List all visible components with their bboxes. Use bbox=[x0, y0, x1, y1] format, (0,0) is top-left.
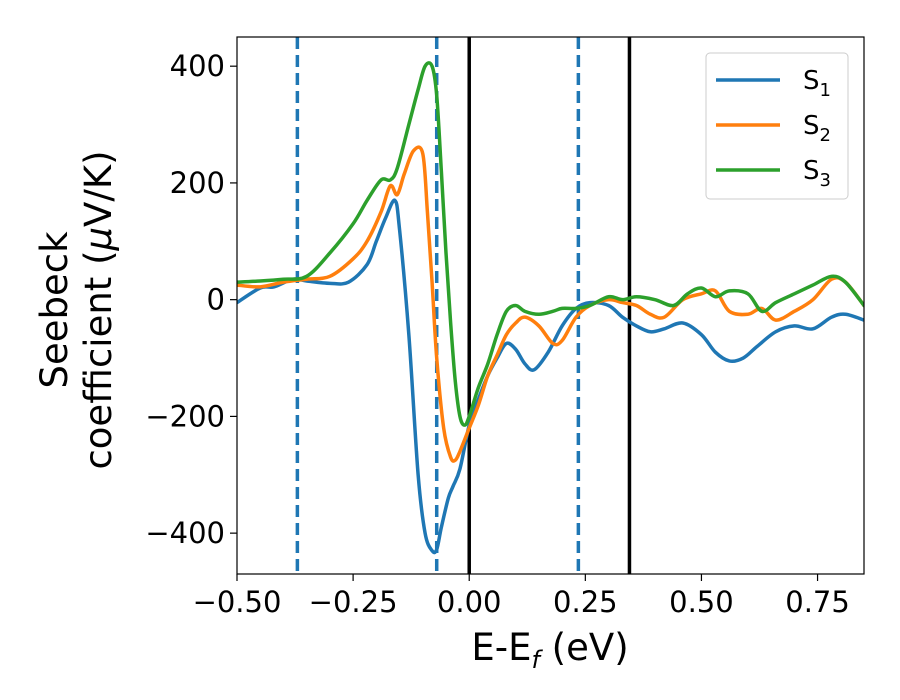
y-axis-title-line1: Seebeck bbox=[33, 231, 76, 389]
series-line-s3 bbox=[237, 61, 864, 427]
legend: S1 S2 S3 bbox=[705, 52, 849, 200]
y-tick-label-2: 0 bbox=[207, 283, 225, 317]
y-tick-label-4: 400 bbox=[170, 49, 225, 83]
legend-label-s3: S3 bbox=[803, 156, 831, 191]
x-axis-ticks: −0.50 −0.25 0.00 0.25 0.50 0.75 bbox=[193, 574, 850, 619]
plot-frame bbox=[236, 36, 865, 575]
x-tick-label-1: −0.25 bbox=[309, 585, 398, 619]
x-axis-title: E-Ef (eV) bbox=[471, 626, 628, 674]
x-tick-label-3: 0.25 bbox=[553, 585, 618, 619]
x-tick-label-5: 0.75 bbox=[785, 585, 850, 619]
legend-label-s2: S2 bbox=[803, 111, 831, 146]
y-axis-title-line2: coefficient (μV/K) bbox=[77, 150, 120, 469]
y-tick-label-3: 200 bbox=[170, 166, 225, 200]
y-tick-label-0: −400 bbox=[145, 516, 225, 550]
legend-label-s1: S1 bbox=[803, 66, 831, 101]
x-tick-label-4: 0.50 bbox=[669, 585, 734, 619]
x-tick-label-2: 0.00 bbox=[437, 585, 502, 619]
y-tick-label-1: −200 bbox=[145, 399, 225, 433]
series-line-s2 bbox=[237, 145, 864, 463]
reference-lines bbox=[295, 37, 632, 574]
y-axis-title: Seebeck coefficient (μV/K) bbox=[33, 150, 120, 469]
x-tick-label-0: −0.50 bbox=[193, 585, 282, 619]
y-axis-ticks: −400 −200 0 200 400 bbox=[145, 49, 237, 550]
series-lines bbox=[237, 61, 864, 555]
